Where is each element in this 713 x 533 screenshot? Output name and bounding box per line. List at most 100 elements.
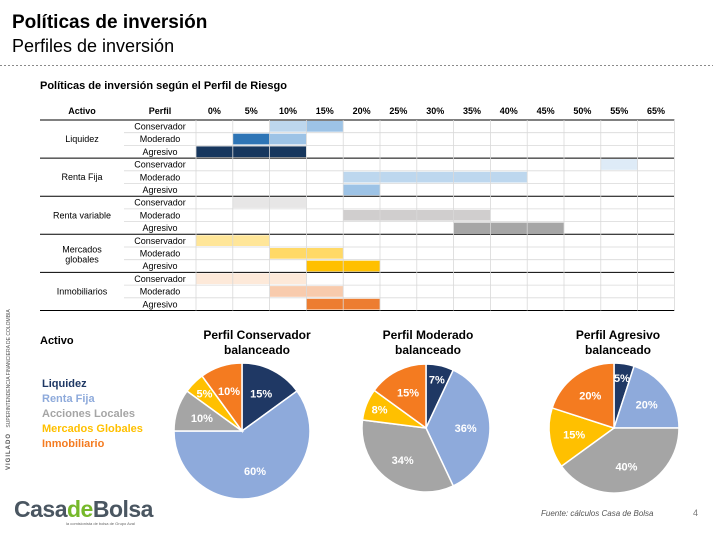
- pie-slice: [551, 362, 615, 430]
- header-pct: 25%: [389, 106, 407, 116]
- pie-data-label: 15%: [397, 388, 419, 400]
- pie-data-label: 20%: [579, 390, 601, 402]
- legend-item-liquidez: Liquidez: [42, 378, 87, 390]
- logo-de: de: [66, 496, 93, 522]
- row-perfil: Agresivo: [142, 147, 177, 157]
- header-activo: Activo: [68, 106, 96, 116]
- range-bar: [490, 222, 528, 234]
- pie-slice: [185, 374, 243, 432]
- header-pct: 0%: [208, 106, 221, 116]
- pie-data-label: 8%: [372, 405, 388, 417]
- range-bar: [343, 184, 380, 196]
- pie-1: 7% 36% 34% 8% 15%: [361, 363, 491, 493]
- pie-slice: [241, 362, 299, 433]
- source-note: Fuente: cálculos Casa de Bolsa: [541, 509, 654, 518]
- pie-data-label: 5%: [614, 373, 630, 385]
- asset-legend: Liquidez Renta Fija Acciones Locales Mer…: [42, 377, 143, 452]
- group-label: Inmobiliarios: [57, 286, 108, 296]
- legend-item-renta-fija: Renta Fija: [42, 393, 95, 405]
- range-bar: [196, 273, 233, 285]
- group-label-line: globales: [65, 254, 99, 264]
- range-bar: [453, 209, 491, 221]
- pie-slice: [361, 419, 455, 493]
- pie-slice: [425, 363, 455, 429]
- range-bar: [527, 222, 564, 234]
- range-bar: [306, 248, 344, 259]
- pie-title-agresivo: Perfil Agresivo balanceado: [575, 328, 661, 357]
- header-pct: 55%: [610, 106, 628, 116]
- range-bar: [306, 298, 344, 310]
- pie-slice: [613, 362, 636, 429]
- row-perfil: Moderado: [140, 210, 181, 220]
- page-subtitle: Perfiles de inversión: [12, 36, 175, 56]
- row-perfil: Conservador: [134, 122, 186, 132]
- header-pct: 30%: [426, 106, 444, 116]
- header-pct: 65%: [647, 106, 665, 116]
- range-bar: [232, 133, 270, 145]
- row-perfil: Agresivo: [142, 261, 177, 271]
- header-pct: 50%: [573, 106, 591, 116]
- range-bar: [343, 260, 380, 272]
- row-perfil: Conservador: [134, 236, 186, 246]
- range-bar: [269, 273, 307, 285]
- pie-data-label: 10%: [191, 413, 213, 425]
- range-bar: [453, 222, 491, 234]
- logo-casa: Casa: [14, 496, 67, 522]
- group-label: Mercados globales: [62, 244, 102, 264]
- range-bar: [490, 171, 528, 183]
- page-number: 4: [693, 508, 699, 518]
- legend-title: Activo: [40, 335, 74, 347]
- pie-title-conservador: Perfil Conservador balanceado: [203, 328, 311, 357]
- pie-data-label: 36%: [455, 423, 477, 435]
- pie-data-label: 5%: [197, 388, 213, 400]
- header-pct: 15%: [316, 106, 334, 116]
- pie-2: 5% 20% 40% 15% 20%: [548, 362, 680, 494]
- range-bar: [196, 235, 233, 246]
- range-bar: [269, 197, 307, 208]
- row-perfil: Conservador: [134, 160, 186, 170]
- pie-title-moderado: Perfil Moderado balanceado: [382, 328, 474, 357]
- range-bar: [343, 209, 380, 221]
- group-label: Liquidez: [65, 134, 99, 144]
- pie-data-label: 15%: [563, 429, 585, 441]
- casa-de-bolsa-logo: CasadeBolsa la comisionista de bolsa de …: [14, 496, 153, 526]
- range-bar: [232, 273, 270, 285]
- range-bar: [269, 286, 307, 297]
- range-bar: [416, 209, 454, 221]
- pie-data-label: 20%: [636, 399, 658, 411]
- range-bar: [232, 146, 270, 158]
- row-perfil: Moderado: [140, 134, 181, 144]
- pie-slice: [373, 363, 427, 430]
- range-bar: [306, 121, 344, 132]
- legend-item-mercados-globales: Mercados Globales: [42, 423, 143, 435]
- range-bar: [269, 133, 307, 145]
- header-perfil: Perfil: [149, 106, 172, 116]
- range-bar: [343, 171, 380, 183]
- range-bar: [416, 171, 454, 183]
- row-perfil: Agresivo: [142, 185, 177, 195]
- header-divider: [0, 65, 713, 66]
- pie-slice: [200, 362, 243, 434]
- range-bar: [380, 171, 417, 183]
- pie-data-label: 15%: [250, 388, 272, 400]
- regulator-vertical-text: VIGILADO SUPERINTENDENCIA FINANCIERA DE …: [6, 309, 12, 470]
- pie-slice: [548, 406, 616, 468]
- pie-slice: [173, 389, 311, 500]
- range-bar: [196, 146, 233, 158]
- header-pct: 35%: [463, 106, 481, 116]
- legend-item-acciones-locales: Acciones Locales: [42, 408, 135, 420]
- row-perfil: Conservador: [134, 274, 186, 284]
- pie-slice: [560, 427, 680, 494]
- pie-data-label: 10%: [218, 386, 240, 398]
- header-pct: 45%: [537, 106, 555, 116]
- range-bar: [269, 121, 307, 132]
- logo-bolsa: Bolsa: [92, 496, 154, 522]
- pie-data-label: 40%: [615, 461, 637, 473]
- range-bar: [306, 260, 344, 272]
- pie-slice: [425, 369, 491, 487]
- row-perfil: Agresivo: [142, 223, 177, 233]
- group-label: Renta Fija: [61, 172, 102, 182]
- investment-policy-table: Activo Perfil 0% 5% 10% 15% 20% 25% 30% 35% 40% 45%…: [40, 106, 675, 311]
- header-pct: 40%: [500, 106, 518, 116]
- vigilado-label: VIGILADO: [6, 432, 12, 470]
